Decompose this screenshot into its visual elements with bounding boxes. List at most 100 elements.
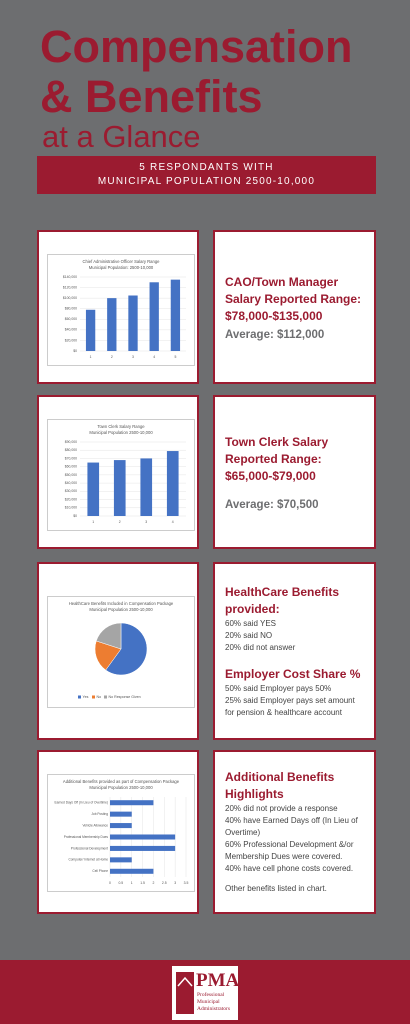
chart-title: Additional Benefits provided as part of … — [63, 779, 180, 784]
y-tick-label: $120,000 — [63, 285, 77, 289]
x-tick-label: 3 — [145, 520, 147, 524]
y-tick-label: Vehicle Allowance — [82, 823, 108, 827]
info-panel: Additional Benefits Highlights 20% did n… — [213, 750, 376, 914]
text-line: 20% did not provide a response — [225, 804, 338, 813]
chart-subtitle: Municipal Population 2500-10,000 — [89, 430, 153, 435]
logo-art — [176, 972, 194, 1014]
x-tick-label: 3.5 — [184, 881, 189, 885]
bar — [140, 458, 153, 516]
text-line: 60% said YES — [225, 618, 276, 628]
bar — [107, 298, 117, 351]
chart-title: Chief Administrative Officer Salary Rang… — [83, 259, 161, 264]
text-line: 25% said Employer pays set amount for pe… — [225, 695, 355, 717]
text-line: Other benefits listed in chart. — [225, 884, 327, 893]
chart-panel: HealthCare Benefits Included in Compensa… — [37, 562, 199, 740]
x-tick-label: 3 — [174, 881, 176, 885]
y-tick-label: $50,000 — [65, 473, 77, 477]
y-tick-label: Earned Days Off (In Lieu of Overtime) — [55, 801, 108, 805]
legend-swatch — [78, 695, 81, 699]
x-tick-label: 2 — [111, 355, 113, 359]
banner: 5 RESPONDANTS WITH MUNICIPAL POPULATION … — [37, 156, 376, 194]
bar — [110, 834, 176, 840]
y-tick-label: $0 — [73, 349, 77, 353]
bar — [170, 279, 181, 351]
y-tick-label: $20,000 — [65, 338, 77, 342]
bar — [110, 811, 132, 817]
title-line: & Benefits — [40, 71, 263, 122]
pie-slice — [105, 622, 148, 676]
y-tick-label: Computer/ Internet at Home — [68, 858, 108, 862]
x-tick-label: 1 — [92, 520, 94, 524]
y-tick-label: $80,000 — [65, 307, 77, 311]
pie-slice — [95, 622, 122, 650]
heading: Employer Cost Share % — [225, 666, 361, 681]
bar — [85, 309, 96, 351]
text-line: 60% Professional Development &/or Member… — [225, 840, 354, 861]
info-panel: Town Clerk Salary Reported Range: $65,00… — [213, 395, 376, 549]
x-tick-label: 3 — [132, 355, 134, 359]
bar — [113, 460, 126, 516]
chart: HealthCare Benefits Included in Compensa… — [47, 596, 195, 708]
text-line: 50% said Employer pays 50% — [225, 683, 332, 693]
heading: Additional Benefits Highlights — [225, 770, 335, 801]
x-tick-label: 5 — [174, 355, 176, 359]
y-tick-label: $140,000 — [63, 275, 77, 279]
logo-roof — [177, 976, 193, 987]
chart-panel: Chief Administrative Officer Salary Rang… — [37, 230, 199, 384]
bar — [149, 282, 159, 351]
x-tick-label: 2.5 — [162, 881, 167, 885]
logo-line: Professional — [197, 992, 225, 998]
x-tick-label: 1 — [131, 881, 133, 885]
y-tick-label: $40,000 — [65, 481, 77, 485]
info-panel: HealthCare Benefits provided: 60% said Y… — [213, 562, 376, 740]
chart: Additional Benefits provided as part of … — [47, 774, 195, 892]
legend-label: No — [97, 695, 102, 699]
heading: CAO/Town Manager Salary Reported Range: … — [225, 274, 362, 323]
text-line: 20% said NO — [225, 630, 273, 640]
chart-title: HealthCare Benefits Included in Compensa… — [69, 601, 174, 606]
y-tick-label: $0 — [73, 514, 77, 518]
chart-subtitle: Municipal Population: 2500-10,000 — [89, 265, 154, 270]
info-panel: CAO/Town Manager Salary Reported Range: … — [213, 230, 376, 384]
legend-swatch — [92, 695, 95, 699]
average: Average: $70,500 — [225, 498, 319, 511]
text-line: 20% did not answer — [225, 642, 296, 652]
bar — [110, 868, 154, 874]
x-tick-label: 4 — [153, 355, 155, 359]
subtitle: at a Glance — [42, 119, 201, 154]
chart-title: Town Clerk Salary Range — [97, 424, 145, 429]
text-line: 40% have cell phone costs covered. — [225, 864, 354, 873]
logo-line: Administrators — [197, 1006, 230, 1012]
y-tick-label: Job Posting — [91, 812, 108, 816]
banner-line: 5 RESPONDANTS WITH — [139, 162, 274, 173]
logo: PMA Professional Municipal Administrator… — [172, 966, 240, 1020]
x-tick-label: 1.5 — [140, 881, 145, 885]
y-tick-label: $10,000 — [65, 506, 77, 510]
bar — [110, 857, 132, 863]
heading: Town Clerk Salary Reported Range: $65,00… — [225, 434, 329, 483]
y-tick-label: $40,000 — [65, 328, 77, 332]
logo-text: PMA — [196, 970, 240, 991]
chart-panel: Town Clerk Salary Range Municipal Populat… — [37, 395, 199, 549]
bar — [110, 800, 154, 806]
chart-subtitle: Municipal Population 2500-10,000 — [89, 785, 153, 790]
legend-label: No Response Given — [109, 695, 141, 699]
x-tick-label: 0 — [109, 881, 111, 885]
x-tick-label: 2 — [119, 520, 121, 524]
bar — [110, 823, 132, 829]
y-tick-label: $60,000 — [65, 465, 77, 469]
y-tick-label: Cell Phone — [92, 869, 108, 873]
bar — [110, 845, 176, 851]
y-tick-label: $20,000 — [65, 497, 77, 501]
y-tick-label: $30,000 — [65, 489, 77, 493]
title-line: Compensation — [40, 21, 353, 72]
text-line: 40% have Earned Days off (In Lieu of Ove… — [225, 816, 358, 837]
bar — [128, 295, 138, 351]
y-tick-label: $70,000 — [65, 456, 77, 460]
x-tick-label: 0.5 — [118, 881, 123, 885]
y-tick-label: $90,000 — [65, 440, 77, 444]
x-tick-label: 1 — [90, 355, 92, 359]
legend-label: Yes — [83, 695, 89, 699]
